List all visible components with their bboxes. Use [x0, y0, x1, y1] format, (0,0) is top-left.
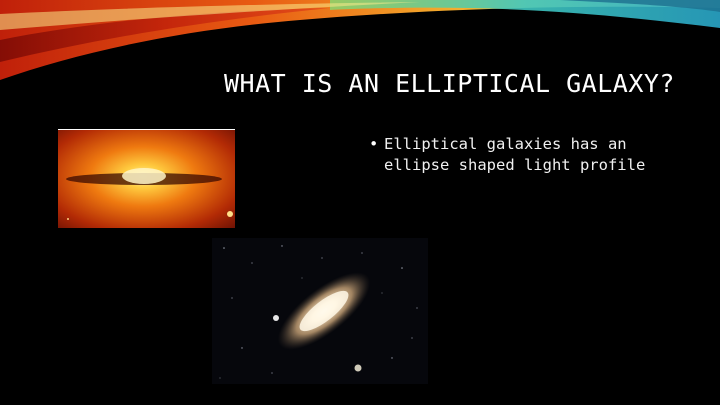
bullet-list: • Elliptical galaxies has an ellipse sha… — [367, 134, 687, 176]
bullet-item: • Elliptical galaxies has an ellipse sha… — [367, 134, 687, 176]
decorative-banner — [0, 0, 720, 80]
bullet-dot-icon: • — [369, 135, 379, 153]
bullet-text: Elliptical galaxies has an ellipse shape… — [384, 135, 646, 174]
slide-title: WHAT IS AN ELLIPTICAL GALAXY? — [224, 69, 675, 98]
edge-on-galaxy-photo — [58, 129, 235, 228]
spiral-galaxy-photo — [212, 238, 428, 384]
